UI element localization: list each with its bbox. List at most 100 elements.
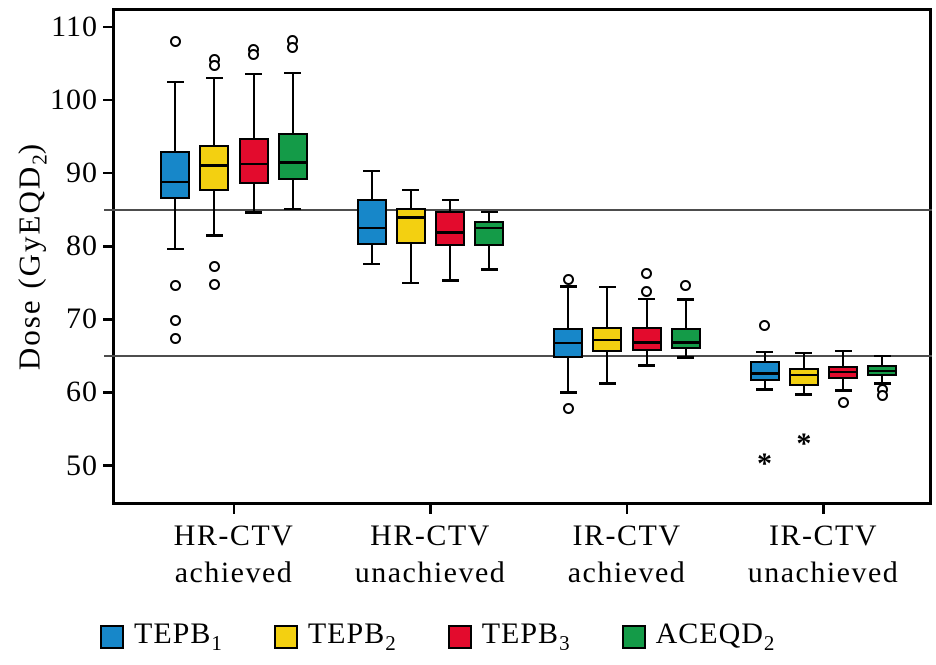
whisker-cap-high-aceqd2 <box>480 210 498 214</box>
whisker-cap-high-tepb3 <box>245 72 263 76</box>
whisker-cap-high-tepb3 <box>441 198 459 202</box>
y-tick-mark <box>103 464 112 467</box>
whisker-stem-upper-tepb3 <box>449 200 452 212</box>
y-tick-mark <box>103 391 112 394</box>
outlier-circle-tepb2 <box>208 59 220 71</box>
whisker-cap-high-tepb1 <box>559 285 577 288</box>
whisker-cap-low-aceqd2 <box>284 207 302 211</box>
median-line-tepb3 <box>830 370 857 374</box>
whisker-stem-lower-aceqd2 <box>291 180 294 209</box>
legend-swatch-tepb1 <box>100 624 124 649</box>
median-line-aceqd2 <box>279 161 306 164</box>
legend-item-tepb1: TEPB1 <box>100 617 222 656</box>
whisker-stem-upper-aceqd2 <box>684 299 687 329</box>
y-tick-label: 90 <box>66 156 98 190</box>
median-line-tepb2 <box>397 216 424 219</box>
whisker-cap-low-tepb2 <box>795 393 813 396</box>
whisker-stem-upper-tepb3 <box>252 73 255 139</box>
outlier-circle-tepb1 <box>562 403 574 415</box>
whisker-cap-high-tepb2 <box>795 351 813 355</box>
outlier-circle-tepb3 <box>248 49 260 61</box>
y-tick-label: 60 <box>66 375 98 409</box>
median-line-tepb3 <box>633 341 660 344</box>
whisker-stem-lower-tepb2 <box>802 385 805 395</box>
box-tepb1 <box>356 199 387 245</box>
whisker-cap-low-tepb1 <box>166 247 184 251</box>
median-line-tepb3 <box>240 162 267 166</box>
whisker-cap-high-tepb3 <box>638 297 656 301</box>
whisker-stem-upper-aceqd2 <box>881 355 884 366</box>
median-line-tepb1 <box>358 226 385 230</box>
x-category-label: IR-CTV unachieved <box>747 519 900 589</box>
outlier-circle-tepb1 <box>562 273 574 285</box>
x-category-label: HR-CTV achieved <box>173 519 295 589</box>
x-tick-mark <box>232 505 236 514</box>
whisker-cap-low-tepb1 <box>756 388 774 391</box>
whisker-stem-upper-tepb1 <box>763 352 766 361</box>
whisker-cap-high-aceqd2 <box>284 71 302 75</box>
box-aceqd2 <box>670 328 701 349</box>
whisker-stem-lower-tepb1 <box>763 380 766 390</box>
outlier-circle-tepb2 <box>208 261 220 273</box>
whisker-cap-high-tepb2 <box>402 188 420 192</box>
box-tepb2 <box>788 367 819 386</box>
whisker-stem-lower-tepb2 <box>606 352 609 384</box>
legend-label-tepb3: TEPB3 <box>481 617 570 655</box>
whisker-cap-low-tepb2 <box>402 281 420 285</box>
y-tick-mark <box>103 25 112 29</box>
whisker-stem-upper-aceqd2 <box>488 211 491 221</box>
whisker-cap-low-aceqd2 <box>480 268 498 271</box>
box-tepb2 <box>199 145 230 191</box>
whisker-stem-upper-tepb2 <box>213 78 216 146</box>
median-line-aceqd2 <box>869 369 896 372</box>
box-aceqd2 <box>867 365 898 377</box>
whisker-cap-low-tepb2 <box>205 234 223 237</box>
whisker-stem-upper-tepb3 <box>645 298 648 328</box>
outlier-circle-tepb1 <box>169 36 181 48</box>
whisker-stem-upper-tepb3 <box>842 350 845 367</box>
box-tepb1 <box>160 151 191 200</box>
x-tick-mark <box>822 505 825 514</box>
whisker-cap-low-tepb3 <box>834 389 852 392</box>
box-tepb1 <box>553 328 584 359</box>
whisker-stem-lower-tepb1 <box>174 199 177 250</box>
box-tepb1 <box>749 361 780 381</box>
box-aceqd2 <box>474 220 505 247</box>
whisker-cap-low-tepb1 <box>559 391 577 394</box>
whisker-cap-low-tepb2 <box>598 382 616 385</box>
whisker-stem-lower-tepb3 <box>842 378 845 391</box>
legend-swatch-tepb3 <box>447 624 472 649</box>
outlier-circle-tepb3 <box>641 286 653 298</box>
whisker-stem-lower-tepb3 <box>645 350 648 366</box>
outlier-circle-tepb3 <box>837 397 849 409</box>
median-line-tepb1 <box>751 372 778 375</box>
box-tepb3 <box>631 327 662 351</box>
y-tick-label: 80 <box>66 229 98 263</box>
y-tick-label: 70 <box>66 302 98 336</box>
y-tick-label: 100 <box>50 83 98 117</box>
outlier-circle-tepb1 <box>169 279 181 291</box>
whisker-stem-upper-tepb2 <box>802 352 805 368</box>
legend-item-tepb2: TEPB2 <box>273 617 396 656</box>
outlier-circle-tepb1 <box>759 320 771 332</box>
legend-swatch-aceqd2 <box>621 624 646 649</box>
outlier-circle-tepb1 <box>169 332 181 344</box>
box-tepb3 <box>828 366 859 379</box>
legend-label-tepb1: TEPB1 <box>134 617 222 655</box>
y-tick-label: 110 <box>51 10 98 43</box>
whisker-stem-upper-tepb2 <box>606 287 609 328</box>
box-tepb3 <box>435 211 466 247</box>
whisker-cap-low-tepb3 <box>245 211 263 214</box>
y-tick-mark <box>103 318 112 321</box>
whisker-cap-high-tepb1 <box>363 169 381 173</box>
legend-label-aceqd2: ACEQD2 <box>655 617 775 655</box>
whisker-cap-low-tepb1 <box>363 262 381 266</box>
y-tick-mark <box>103 245 112 248</box>
median-line-tepb3 <box>437 231 464 234</box>
y-axis-title-text: Dose (GyEQD <box>11 164 47 371</box>
y-tick-label: 50 <box>66 448 98 482</box>
whisker-cap-high-tepb1 <box>756 350 774 354</box>
reference-line <box>104 208 932 211</box>
box-tepb2 <box>592 327 623 353</box>
x-tick-mark <box>625 505 629 514</box>
